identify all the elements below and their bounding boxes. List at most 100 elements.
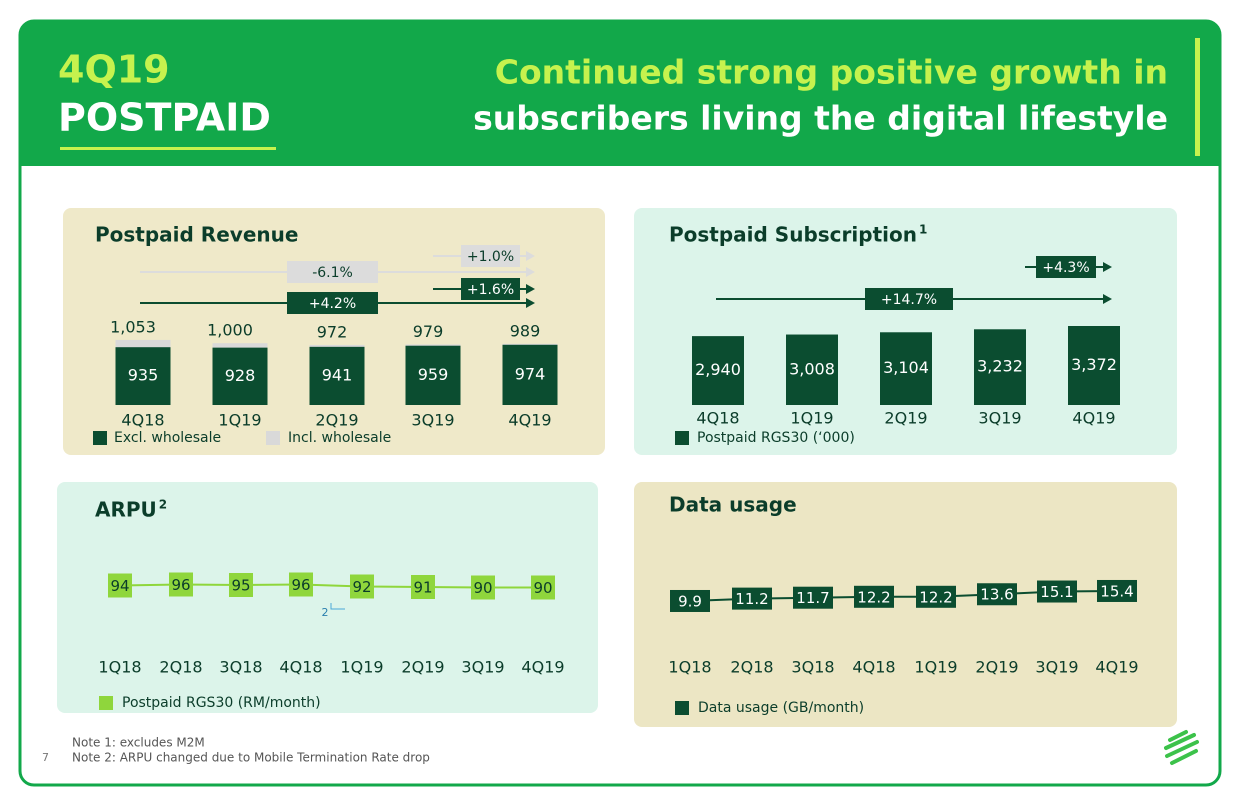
panel	[63, 208, 605, 455]
annotation: +1.0%	[467, 249, 514, 265]
x-tick-label: 4Q18	[696, 409, 739, 428]
bar	[405, 345, 461, 405]
x-tick-label: 1Q18	[98, 658, 141, 677]
point	[793, 586, 833, 609]
x-tick-label: 4Q18	[121, 411, 164, 430]
data-label: 13.6	[980, 586, 1013, 604]
bar	[974, 329, 1026, 405]
annotation-box	[1036, 256, 1096, 278]
panel	[634, 482, 1177, 727]
data-label: 928	[225, 366, 256, 385]
data-label: 96	[291, 576, 310, 594]
arrow-head	[526, 284, 535, 294]
annotation: +4.3%	[1042, 260, 1089, 276]
annotation-box	[287, 261, 378, 283]
data-label: 989	[510, 321, 541, 340]
point	[977, 583, 1017, 606]
quarter: 4Q19	[58, 48, 170, 92]
data-label: 3,232	[977, 357, 1023, 376]
x-tick-label: 1Q19	[790, 409, 833, 428]
arrow-head	[1103, 262, 1112, 272]
legend-label: Postpaid RGS30 (RM/month)	[122, 695, 321, 711]
arrow-head	[526, 298, 535, 308]
legend-swatch	[675, 431, 689, 445]
x-tick-label: 2Q19	[884, 409, 927, 428]
x-tick-label: 2Q18	[730, 658, 773, 677]
point	[229, 573, 253, 597]
point	[854, 585, 894, 608]
legend-label: Incl. wholesale	[288, 430, 391, 446]
data-label: 941	[322, 365, 353, 384]
data-label: 91	[413, 579, 432, 597]
x-tick-label: 2Q19	[401, 658, 444, 677]
headline: Continued strong positive growth in	[495, 53, 1168, 92]
note: Note 2: ARPU changed due to Mobile Termi…	[72, 751, 430, 765]
footnote-arrow	[330, 603, 345, 610]
footnote-marker: 2	[322, 606, 329, 619]
x-tick-label: 3Q18	[219, 658, 262, 677]
point	[732, 587, 772, 610]
legend-swatch	[93, 431, 107, 445]
legend-label: Postpaid RGS30 (‘000)	[697, 430, 855, 446]
x-tick-label: 1Q19	[340, 658, 383, 677]
bar	[212, 347, 268, 405]
point	[1097, 579, 1137, 602]
annotation: +1.6%	[467, 282, 514, 298]
data-label: 972	[317, 322, 348, 341]
panel	[57, 482, 598, 713]
x-tick-label: 4Q19	[1072, 409, 1115, 428]
x-tick-label: 3Q19	[411, 411, 454, 430]
title: POSTPAID	[58, 96, 271, 140]
arrow-head	[526, 251, 535, 261]
data-label: 979	[413, 322, 444, 341]
x-tick-label: 1Q19	[218, 411, 261, 430]
data-label: 2,940	[695, 360, 741, 379]
arrow-head	[526, 267, 535, 277]
point	[350, 574, 374, 599]
legend-swatch	[99, 696, 113, 710]
x-tick-label: 4Q19	[521, 658, 564, 677]
data-label: 3,104	[883, 358, 929, 377]
logo	[1164, 730, 1199, 765]
headline: subscribers living the digital lifestyle	[473, 99, 1168, 138]
chart-title: Postpaid Revenue	[95, 223, 298, 247]
annotation-box	[865, 288, 953, 310]
data-label: 1,000	[207, 321, 253, 340]
data-label: 92	[352, 578, 371, 596]
point	[1037, 580, 1077, 603]
point	[108, 573, 132, 598]
data-label: 95	[231, 577, 250, 595]
arrow-head	[1103, 294, 1112, 304]
x-tick-label: 1Q18	[668, 658, 711, 677]
legend-swatch	[266, 431, 280, 445]
point	[916, 585, 956, 608]
accent-bar	[1195, 38, 1200, 156]
data-label: 90	[533, 579, 552, 597]
point	[471, 575, 495, 600]
data-label: 974	[515, 364, 546, 383]
x-tick-label: 3Q19	[978, 409, 1021, 428]
chart-title: Postpaid Subscription	[669, 223, 917, 247]
page-number: 7	[42, 751, 49, 764]
title-note: 1	[919, 223, 927, 237]
bar	[880, 332, 932, 405]
x-tick-label: 3Q19	[1035, 658, 1078, 677]
data-label: 15.1	[1040, 583, 1073, 601]
data-label: 12.2	[857, 588, 890, 606]
point	[411, 575, 435, 599]
bar	[115, 347, 171, 405]
x-tick-label: 3Q18	[791, 658, 834, 677]
annotation-box	[461, 278, 520, 300]
data-label: 96	[171, 576, 190, 594]
annotation-box	[461, 245, 520, 267]
bar	[309, 346, 365, 405]
bar	[786, 334, 838, 405]
bar	[1068, 325, 1120, 405]
note: Note 1: excludes M2M	[72, 736, 205, 750]
data-label: 94	[110, 577, 129, 595]
data-label: 11.7	[796, 589, 829, 607]
data-label: 3,372	[1071, 355, 1117, 374]
x-tick-label: 4Q18	[852, 658, 895, 677]
bar	[692, 336, 744, 405]
